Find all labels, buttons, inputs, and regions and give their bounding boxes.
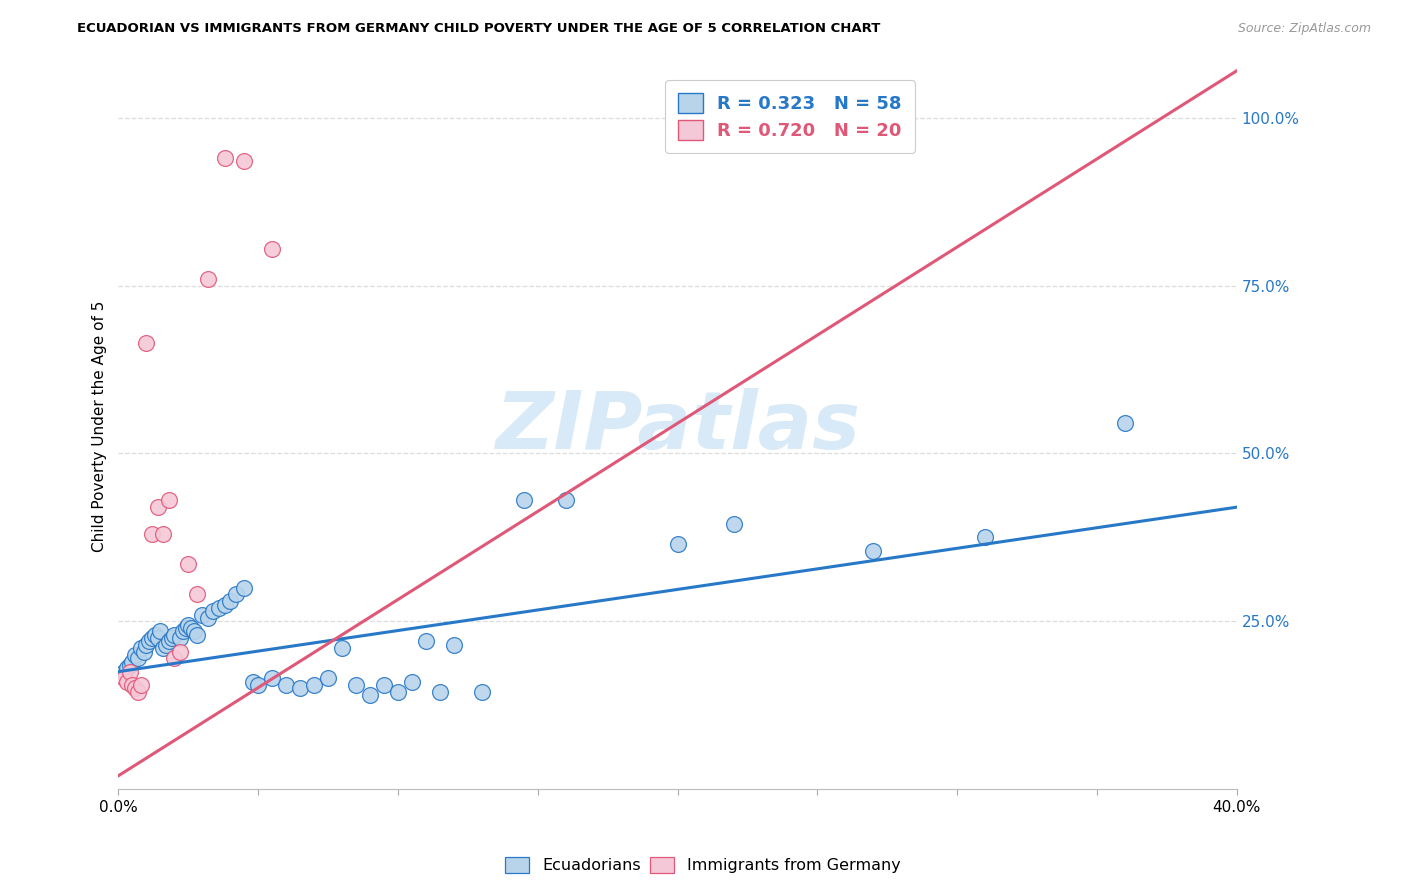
Point	[115, 661, 138, 675]
Point	[135, 638, 157, 652]
Point	[359, 688, 381, 702]
Point	[112, 665, 135, 679]
Point	[118, 657, 141, 672]
Point	[124, 648, 146, 662]
Point	[219, 594, 242, 608]
Point	[143, 628, 166, 642]
Point	[197, 272, 219, 286]
Point	[172, 624, 194, 639]
Point	[174, 621, 197, 635]
Point	[127, 685, 149, 699]
Point	[124, 681, 146, 696]
Point	[186, 628, 208, 642]
Point	[141, 527, 163, 541]
Point	[302, 678, 325, 692]
Point	[723, 516, 745, 531]
Point	[163, 628, 186, 642]
Point	[276, 678, 298, 692]
Point	[316, 672, 339, 686]
Legend: Ecuadorians, Immigrants from Germany: Ecuadorians, Immigrants from Germany	[499, 850, 907, 880]
Point	[242, 674, 264, 689]
Point	[330, 641, 353, 656]
Point	[180, 621, 202, 635]
Point	[554, 493, 576, 508]
Point	[135, 335, 157, 350]
Point	[155, 638, 177, 652]
Point	[202, 604, 225, 618]
Point	[146, 500, 169, 515]
Point	[152, 527, 174, 541]
Point	[121, 655, 143, 669]
Point	[373, 678, 395, 692]
Point	[149, 624, 172, 639]
Point	[157, 634, 180, 648]
Point	[862, 543, 884, 558]
Point	[974, 530, 997, 544]
Point	[121, 678, 143, 692]
Point	[471, 685, 494, 699]
Point	[443, 638, 465, 652]
Point	[177, 558, 200, 572]
Point	[225, 587, 247, 601]
Point	[186, 587, 208, 601]
Point	[157, 493, 180, 508]
Point	[233, 154, 256, 169]
Point	[169, 644, 191, 658]
Point	[112, 672, 135, 686]
Point	[214, 598, 236, 612]
Point	[146, 631, 169, 645]
Point	[163, 651, 186, 665]
Point	[387, 685, 409, 699]
Point	[127, 651, 149, 665]
Text: Source: ZipAtlas.com: Source: ZipAtlas.com	[1237, 22, 1371, 36]
Point	[183, 624, 205, 639]
Point	[401, 674, 423, 689]
Point	[129, 641, 152, 656]
Text: ZIPatlas: ZIPatlas	[495, 388, 860, 466]
Point	[160, 631, 183, 645]
Point	[177, 617, 200, 632]
Point	[208, 600, 231, 615]
Point	[191, 607, 214, 622]
Point	[152, 641, 174, 656]
Point	[169, 631, 191, 645]
Point	[118, 665, 141, 679]
Point	[415, 634, 437, 648]
Point	[1114, 416, 1136, 430]
Point	[288, 681, 311, 696]
Point	[344, 678, 367, 692]
Point	[233, 581, 256, 595]
Point	[138, 634, 160, 648]
Point	[129, 678, 152, 692]
Point	[262, 672, 284, 686]
Point	[115, 674, 138, 689]
Point	[214, 151, 236, 165]
Legend: R = 0.323   N = 58, R = 0.720   N = 20: R = 0.323 N = 58, R = 0.720 N = 20	[665, 80, 914, 153]
Point	[666, 537, 689, 551]
Point	[141, 631, 163, 645]
Y-axis label: Child Poverty Under the Age of 5: Child Poverty Under the Age of 5	[93, 301, 107, 552]
Point	[247, 678, 270, 692]
Point	[513, 493, 536, 508]
Point	[262, 242, 284, 256]
Point	[132, 644, 155, 658]
Point	[197, 611, 219, 625]
Point	[429, 685, 451, 699]
Text: ECUADORIAN VS IMMIGRANTS FROM GERMANY CHILD POVERTY UNDER THE AGE OF 5 CORRELATI: ECUADORIAN VS IMMIGRANTS FROM GERMANY CH…	[77, 22, 880, 36]
